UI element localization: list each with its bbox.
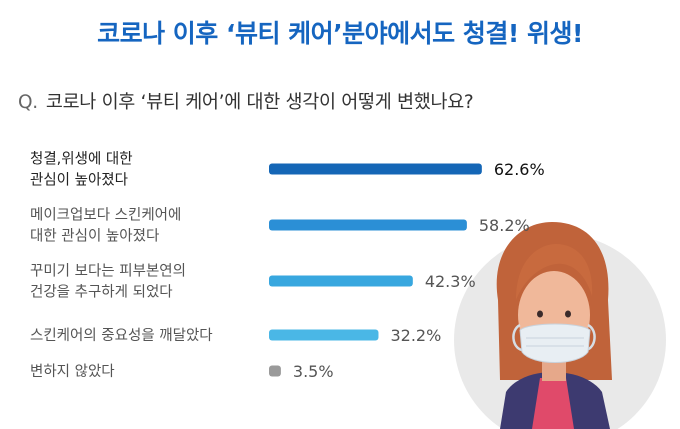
category-label: 청결,위생에 대한 — [30, 151, 133, 168]
question-text: 코로나 이후 ‘뷰티 케어’에 대한 생각이 어떻게 변했나요? — [45, 92, 474, 113]
bar — [269, 275, 413, 287]
right-eye — [565, 310, 571, 318]
survey-question: Q. 코로나 이후 ‘뷰티 케어’에 대한 생각이 어떻게 변했나요? — [18, 88, 474, 114]
category-label: 스킨케어의 중요성을 깨달았다 — [30, 327, 213, 344]
category-label: 메이크업보다 스킨케어에 — [30, 207, 181, 224]
bar — [269, 329, 379, 341]
category-label: 꾸미기 보다는 피부본연의 — [30, 263, 186, 280]
bar — [269, 219, 467, 231]
bar — [269, 365, 281, 377]
face-mask — [519, 323, 591, 363]
woman-mask-illustration — [454, 222, 666, 429]
question-prefix: Q. — [18, 92, 38, 113]
value-label: 58.2% — [479, 216, 530, 235]
category-label: 건강을 추구하게 되었다 — [30, 284, 173, 301]
left-eye — [537, 310, 543, 318]
shirt — [532, 378, 574, 429]
mask-pleats — [526, 337, 584, 347]
value-label: 62.6% — [494, 160, 545, 179]
value-label: 32.2% — [390, 326, 441, 345]
hair-bangs — [516, 244, 593, 300]
value-label: 3.5% — [293, 362, 334, 381]
value-label: 42.3% — [425, 272, 476, 291]
category-label: 대한 관심이 높아졌다 — [30, 228, 159, 245]
page-title: 코로나 이후 ‘뷰티 케어’분야에서도 청결! 위생! — [97, 19, 583, 48]
category-label: 관심이 높아졌다 — [30, 172, 128, 189]
category-label: 변하지 않았다 — [30, 363, 115, 380]
bar — [269, 163, 482, 175]
